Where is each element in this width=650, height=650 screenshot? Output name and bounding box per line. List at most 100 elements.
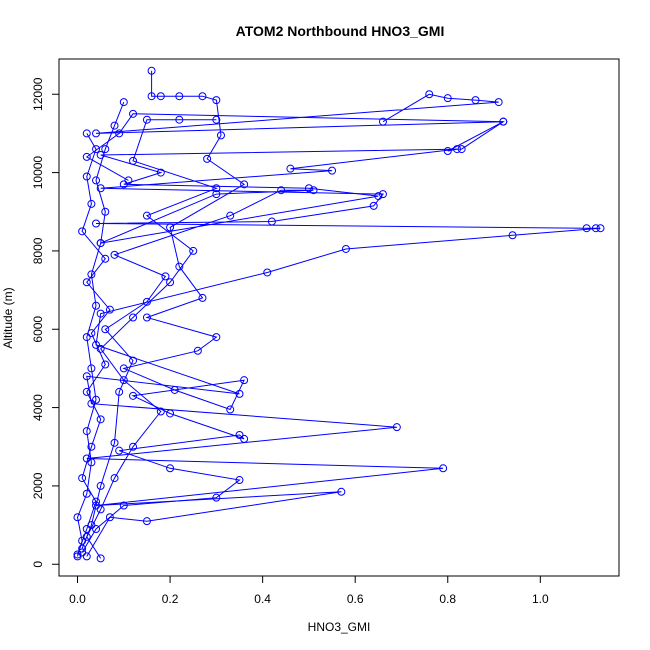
data-point: [499, 117, 508, 126]
data-point: [378, 117, 387, 126]
data-point: [110, 121, 119, 130]
data-point: [87, 364, 96, 373]
series-line-1: [76, 101, 125, 557]
data-point: [142, 211, 151, 220]
data-point: [439, 464, 448, 473]
x-axis: 0.0 0.2 0.4 0.6 0.8 1.0: [69, 575, 549, 606]
data-point: [96, 150, 105, 159]
data-point: [156, 407, 165, 416]
y-tick-label: 2000: [31, 472, 45, 499]
data-point: [212, 96, 221, 105]
data-point: [82, 172, 91, 181]
data-point: [101, 254, 110, 263]
data-point: [82, 278, 91, 287]
data-point: [161, 272, 170, 281]
data-point: [240, 376, 249, 385]
data-point: [263, 268, 272, 277]
data-point: [212, 184, 221, 193]
data-point: [147, 92, 156, 101]
data-point: [596, 224, 605, 233]
data-point: [82, 152, 91, 161]
data-point: [142, 313, 151, 322]
data-point: [425, 90, 434, 99]
data-point: [156, 92, 165, 101]
data-point: [82, 387, 91, 396]
x-tick-label: 0.6: [347, 592, 364, 606]
data-point: [392, 423, 401, 432]
data-point: [119, 501, 128, 510]
data-point: [193, 346, 202, 355]
y-axis-label: Altitude (m): [1, 287, 15, 348]
data-point: [198, 92, 207, 101]
data-point: [96, 309, 105, 318]
data-point: [115, 129, 124, 138]
data-point: [92, 129, 101, 138]
data-point: [212, 493, 221, 502]
chart-title: ATOM2 Northbound HNO3_GMI: [236, 23, 445, 39]
x-tick-label: 0.0: [69, 592, 86, 606]
y-tick-label: 8000: [31, 237, 45, 264]
data-point: [443, 147, 452, 156]
data-point: [82, 532, 91, 541]
data-point: [212, 190, 221, 199]
data-point: [156, 168, 165, 177]
data-point: [101, 325, 110, 334]
data-point: [457, 145, 466, 154]
data-point: [87, 442, 96, 451]
data-point: [235, 431, 244, 439]
data-point: [105, 305, 114, 314]
series-line-6: [77, 133, 111, 555]
data-point: [96, 415, 105, 424]
data-point: [166, 278, 175, 287]
data-point: [124, 176, 133, 185]
data-point: [78, 227, 87, 236]
data-point: [235, 389, 244, 398]
data-point: [78, 544, 87, 553]
data-point: [96, 505, 105, 514]
data-point: [286, 164, 295, 173]
data-point: [309, 186, 318, 195]
data-point: [374, 192, 383, 201]
data-point: [198, 293, 207, 302]
x-tick-label: 0.2: [162, 592, 179, 606]
data-point: [337, 487, 346, 496]
data-point: [304, 184, 313, 193]
data-point: [101, 360, 110, 369]
data-point: [96, 239, 105, 248]
series-line-2: [86, 119, 218, 559]
data-point: [96, 554, 105, 563]
data-point: [142, 115, 151, 124]
data-point: [96, 344, 105, 353]
data-point: [277, 186, 286, 195]
data-point: [78, 474, 87, 483]
data-point: [101, 145, 110, 154]
y-tick-label: 6000: [31, 316, 45, 343]
y-tick-label: 12000: [31, 77, 45, 111]
data-point: [216, 131, 225, 140]
data-point: [87, 199, 96, 208]
x-tick-label: 0.4: [254, 592, 271, 606]
y-tick-label: 0: [31, 561, 45, 568]
data-point: [203, 154, 212, 163]
data-point: [119, 98, 128, 107]
data-point: [591, 224, 600, 233]
data-point: [212, 333, 221, 342]
data-point: [92, 340, 101, 349]
data-point: [92, 176, 101, 185]
y-tick-label: 10000: [31, 156, 45, 190]
data-point: [226, 405, 235, 414]
data-point: [82, 333, 91, 342]
data-point: [115, 387, 124, 396]
data-point: [92, 497, 101, 506]
data-point: [494, 98, 503, 107]
data-point: [166, 464, 175, 473]
series-line-4: [86, 93, 601, 557]
data-point: [142, 297, 151, 306]
x-axis-label: HNO3_GMI: [308, 620, 371, 634]
data-point: [96, 184, 105, 193]
data-point: [82, 489, 91, 498]
data-point: [142, 517, 151, 526]
y-axis: 0 2000 4000 6000 8000 10000 12000: [31, 77, 60, 568]
data-point: [87, 270, 96, 279]
